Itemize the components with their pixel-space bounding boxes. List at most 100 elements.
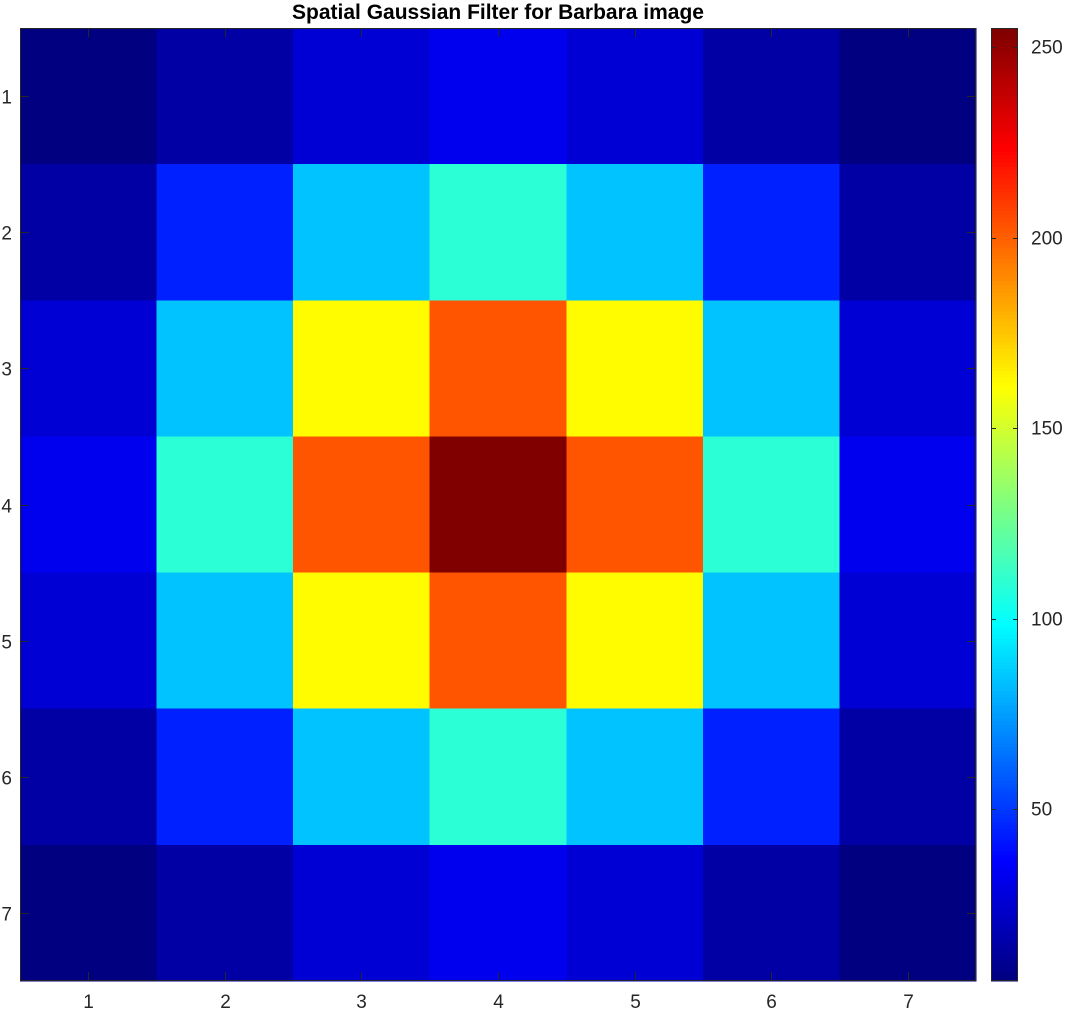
colorbar-segment (991, 608, 1018, 614)
heatmap-cell-r2-c2 (156, 164, 294, 301)
colorbar-segment (991, 236, 1018, 241)
heatmap-cell-r5-c4 (429, 572, 567, 710)
heatmap-cell-r5-c3 (293, 572, 431, 710)
colorbar-segment (991, 493, 1018, 498)
colorbar-segment (991, 526, 1018, 532)
colorbar-segment (991, 232, 1018, 238)
colorbar-segment (991, 344, 1018, 349)
colorbar-segment (991, 418, 1018, 424)
heatmap-cell-r3-c1 (20, 300, 158, 438)
colorbar-segment (991, 83, 1018, 89)
colorbar-segment (991, 139, 1018, 145)
colorbar-segment (991, 128, 1018, 133)
x-tick-label: 2 (220, 992, 231, 1013)
colorbar-segment (991, 765, 1018, 770)
heatmap-cell-r2-c4 (429, 164, 567, 301)
heatmap-cell-r7-c7 (839, 844, 977, 982)
colorbar-segment (991, 705, 1018, 710)
colorbar-segment (991, 255, 1018, 260)
colorbar-tick-label: 50 (1031, 800, 1052, 821)
colorbar-segment (991, 106, 1018, 111)
colorbar-segment (991, 794, 1018, 800)
heatmap-cell-r4-c2 (156, 436, 294, 574)
colorbar-segment (991, 869, 1018, 874)
colorbar-segment (991, 184, 1018, 189)
heatmap-cell-r1-c2 (156, 28, 294, 165)
colorbar-segment (991, 229, 1018, 234)
colorbar-segment (991, 645, 1018, 651)
colorbar-segment (991, 917, 1018, 923)
x-tick-label: 4 (493, 992, 504, 1013)
colorbar-segment (991, 638, 1018, 643)
colorbar-segment (991, 753, 1018, 759)
colorbar-segment (991, 694, 1018, 699)
colorbar-segment (991, 470, 1018, 476)
colorbar-segment (991, 273, 1018, 279)
colorbar-segment (991, 348, 1018, 353)
heatmap-cell-r7-c4 (429, 844, 567, 982)
heatmap-cell-r3-c2 (156, 300, 294, 438)
colorbar-segment (991, 154, 1018, 159)
colorbar-segment (991, 366, 1018, 372)
colorbar-segment (991, 497, 1018, 502)
colorbar-segment (991, 943, 1018, 949)
colorbar-segment (991, 500, 1018, 506)
colorbar-segment (991, 210, 1018, 215)
heatmap-cell-r4-c1 (20, 436, 158, 574)
colorbar-segment (991, 296, 1018, 301)
colorbar-segment (991, 292, 1018, 297)
colorbar-segment (991, 861, 1018, 867)
colorbar-segment (991, 39, 1018, 44)
colorbar-segment (991, 850, 1018, 856)
colorbar-tick-label: 150 (1031, 419, 1063, 440)
heatmap-cell-r7-c6 (702, 844, 841, 982)
colorbar-segment (991, 549, 1018, 554)
colorbar-segment (991, 739, 1018, 744)
colorbar-segment (991, 653, 1018, 658)
colorbar-segment (991, 895, 1018, 900)
colorbar-segment (991, 422, 1018, 427)
colorbar-segment (991, 925, 1018, 930)
colorbar-segment (991, 158, 1018, 163)
colorbar-segment (991, 910, 1018, 915)
colorbar-segment (991, 121, 1018, 126)
colorbar-segment (991, 538, 1018, 543)
colorbar-segment (991, 724, 1018, 729)
colorbar-segment (991, 902, 1018, 908)
colorbar-segment (991, 932, 1018, 937)
colorbar-segment (991, 798, 1018, 803)
heatmap-cell-r5-c7 (839, 572, 977, 710)
colorbar-segment (991, 299, 1018, 305)
colorbar-segment (991, 214, 1018, 219)
colorbar-segment (991, 727, 1018, 733)
heatmap-cell-r1-c7 (839, 28, 977, 165)
colorbar-segment (991, 835, 1018, 841)
colorbar-tick-label: 200 (1031, 229, 1063, 250)
heatmap-cell-r4-c4 (429, 436, 567, 574)
colorbar-segment (991, 846, 1018, 852)
colorbar-segment (991, 35, 1018, 40)
colorbar-segment (991, 824, 1018, 829)
colorbar-segment (991, 42, 1018, 48)
heatmap-cell-r6-c4 (429, 708, 567, 846)
colorbar-segment (991, 72, 1018, 77)
colorbar-segment (991, 109, 1018, 115)
colorbar-segment (991, 243, 1018, 249)
colorbar-segment (991, 515, 1018, 520)
colorbar-segment (991, 712, 1018, 718)
colorbar-segment (991, 258, 1018, 264)
heatmap-cell-r3-c3 (293, 300, 431, 438)
colorbar-segment (991, 772, 1018, 777)
colorbar-segment (991, 534, 1018, 539)
colorbar-segment (991, 616, 1018, 621)
colorbar-segment (991, 530, 1018, 535)
colorbar-segment (991, 519, 1018, 524)
colorbar-segment (991, 485, 1018, 491)
colorbar-segment (991, 809, 1018, 815)
colorbar-segment (991, 288, 1018, 293)
colorbar-segment (991, 511, 1018, 517)
colorbar-segment (991, 61, 1018, 66)
colorbar-segment (991, 318, 1018, 323)
colorbar-segment (991, 858, 1018, 863)
colorbar-segment (991, 709, 1018, 714)
